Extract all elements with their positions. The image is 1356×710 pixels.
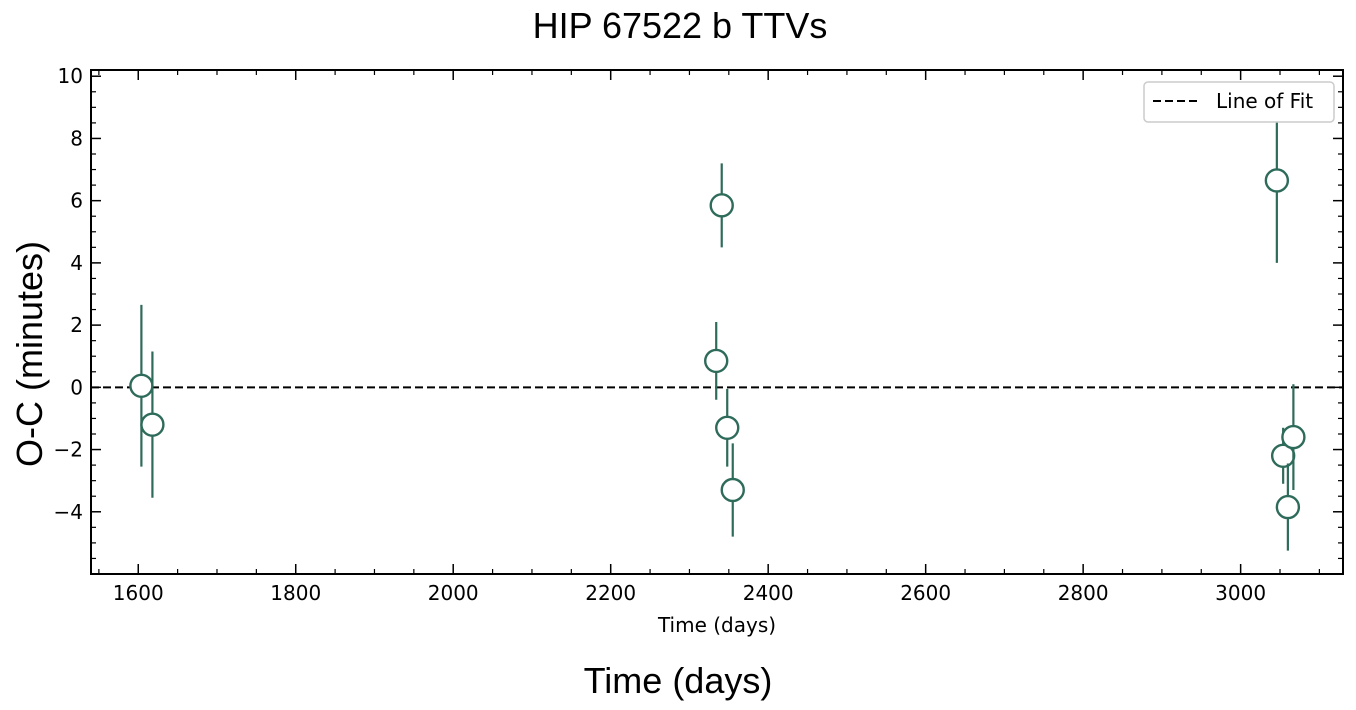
data-points — [129, 98, 1306, 551]
legend-label: Line of Fit — [1216, 89, 1313, 113]
data-marker — [129, 373, 154, 398]
data-point — [704, 322, 729, 400]
data-point — [140, 351, 165, 498]
ticks-layer: 1600 1800 2000 2200 2400 2600 2800 3000 −4 −2 0 2 4 6… — [54, 64, 1343, 605]
data-marker — [1281, 424, 1306, 450]
y-axis-label: O-C (minutes) — [9, 241, 50, 467]
legend: Line of Fit — [1143, 81, 1335, 123]
data-marker — [704, 348, 729, 374]
chart-title: HIP 67522 b TTVs — [533, 5, 828, 46]
data-marker — [709, 193, 734, 218]
y-tick-label: 10 — [58, 64, 83, 88]
plot-area: 1600 1800 2000 2200 2400 2600 2800 3000 −4 −2 0 2 4 6… — [54, 64, 1344, 605]
x-tick-label: 2600 — [900, 581, 951, 605]
data-marker — [1275, 494, 1301, 520]
y-tick-label: −2 — [54, 438, 83, 462]
y-tick-label: 0 — [70, 375, 83, 399]
y-tick-label: 6 — [70, 189, 83, 213]
data-point — [1275, 463, 1301, 551]
x-axis-label-outer: Time (days) — [584, 660, 773, 701]
data-point — [720, 443, 745, 537]
x-tick-label: 2800 — [1058, 581, 1109, 605]
data-marker — [715, 415, 740, 440]
data-point — [1281, 384, 1306, 490]
data-point — [709, 163, 734, 248]
y-tick-label: −4 — [54, 500, 83, 524]
legend-box — [1143, 81, 1335, 123]
x-tick-label: 2000 — [428, 581, 479, 605]
data-point — [715, 388, 740, 467]
x-tick-label: 3000 — [1215, 581, 1266, 605]
x-tick-label: 1600 — [113, 581, 164, 605]
x-tick-label: 1800 — [270, 581, 321, 605]
y-tick-label: 4 — [70, 251, 83, 275]
data-marker — [720, 477, 745, 503]
x-tick-label: 2200 — [585, 581, 636, 605]
y-tick-label: 8 — [70, 126, 83, 150]
data-marker — [140, 412, 165, 437]
x-axis-label-inner: Time (days) — [657, 613, 776, 637]
data-marker — [1264, 168, 1290, 193]
y-tick-label: 2 — [70, 313, 83, 337]
data-point — [1264, 98, 1290, 263]
x-tick-label: 2400 — [743, 581, 794, 605]
